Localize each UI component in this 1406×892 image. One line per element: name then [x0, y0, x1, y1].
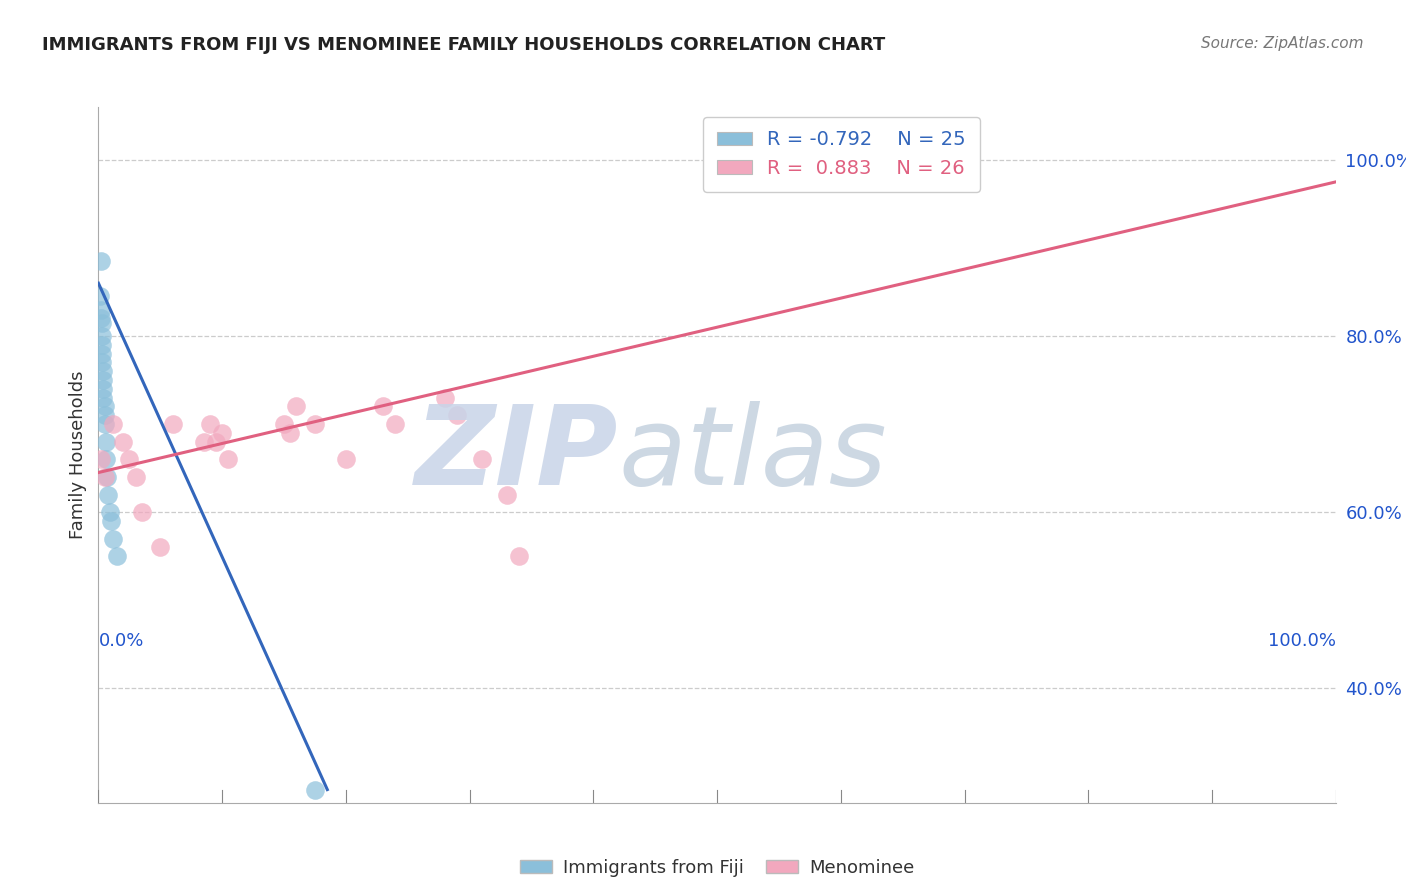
Point	[97, 487, 120, 501]
Point	[98, 505, 121, 519]
Point	[495, 487, 517, 501]
Point	[93, 364, 115, 378]
Point	[94, 452, 117, 467]
Point	[93, 382, 115, 396]
Point	[105, 549, 128, 564]
Point	[93, 373, 115, 387]
Text: IMMIGRANTS FROM FIJI VS MENOMINEE FAMILY HOUSEHOLDS CORRELATION CHART: IMMIGRANTS FROM FIJI VS MENOMINEE FAMILY…	[42, 36, 886, 54]
Point	[91, 346, 114, 360]
Point	[96, 470, 118, 484]
Point	[278, 425, 301, 440]
Point	[384, 417, 406, 431]
Point	[285, 400, 308, 414]
Point	[446, 409, 468, 423]
Point	[304, 782, 326, 797]
Point	[93, 391, 115, 405]
Point	[217, 452, 239, 467]
Point	[90, 452, 112, 467]
Text: atlas: atlas	[619, 401, 887, 508]
Point	[371, 400, 394, 414]
Point	[91, 329, 114, 343]
Text: 100.0%: 100.0%	[1268, 632, 1336, 650]
Point	[112, 434, 135, 449]
Point	[131, 505, 153, 519]
Y-axis label: Family Households: Family Households	[69, 371, 87, 539]
Legend: Immigrants from Fiji, Menominee: Immigrants from Fiji, Menominee	[513, 852, 921, 884]
Point	[93, 400, 115, 414]
Point	[103, 532, 125, 546]
Point	[90, 311, 112, 326]
Point	[508, 549, 530, 564]
Point	[90, 254, 112, 268]
Point	[211, 425, 233, 440]
Point	[124, 470, 146, 484]
Point	[93, 409, 115, 423]
Point	[162, 417, 184, 431]
Point	[149, 541, 172, 555]
Point	[89, 289, 111, 303]
Text: ZIP: ZIP	[415, 401, 619, 508]
Point	[91, 338, 114, 352]
Point	[90, 302, 112, 317]
Point	[198, 417, 221, 431]
Point	[433, 391, 456, 405]
Point	[91, 355, 114, 369]
Point	[93, 417, 115, 431]
Point	[304, 417, 326, 431]
Text: 0.0%: 0.0%	[98, 632, 143, 650]
Point	[335, 452, 357, 467]
Point	[94, 434, 117, 449]
Point	[103, 417, 125, 431]
Point	[193, 434, 215, 449]
Point	[100, 514, 122, 528]
Text: Source: ZipAtlas.com: Source: ZipAtlas.com	[1201, 36, 1364, 51]
Point	[93, 470, 115, 484]
Point	[91, 316, 114, 330]
Point	[205, 434, 228, 449]
Point	[471, 452, 494, 467]
Point	[273, 417, 295, 431]
Point	[118, 452, 141, 467]
